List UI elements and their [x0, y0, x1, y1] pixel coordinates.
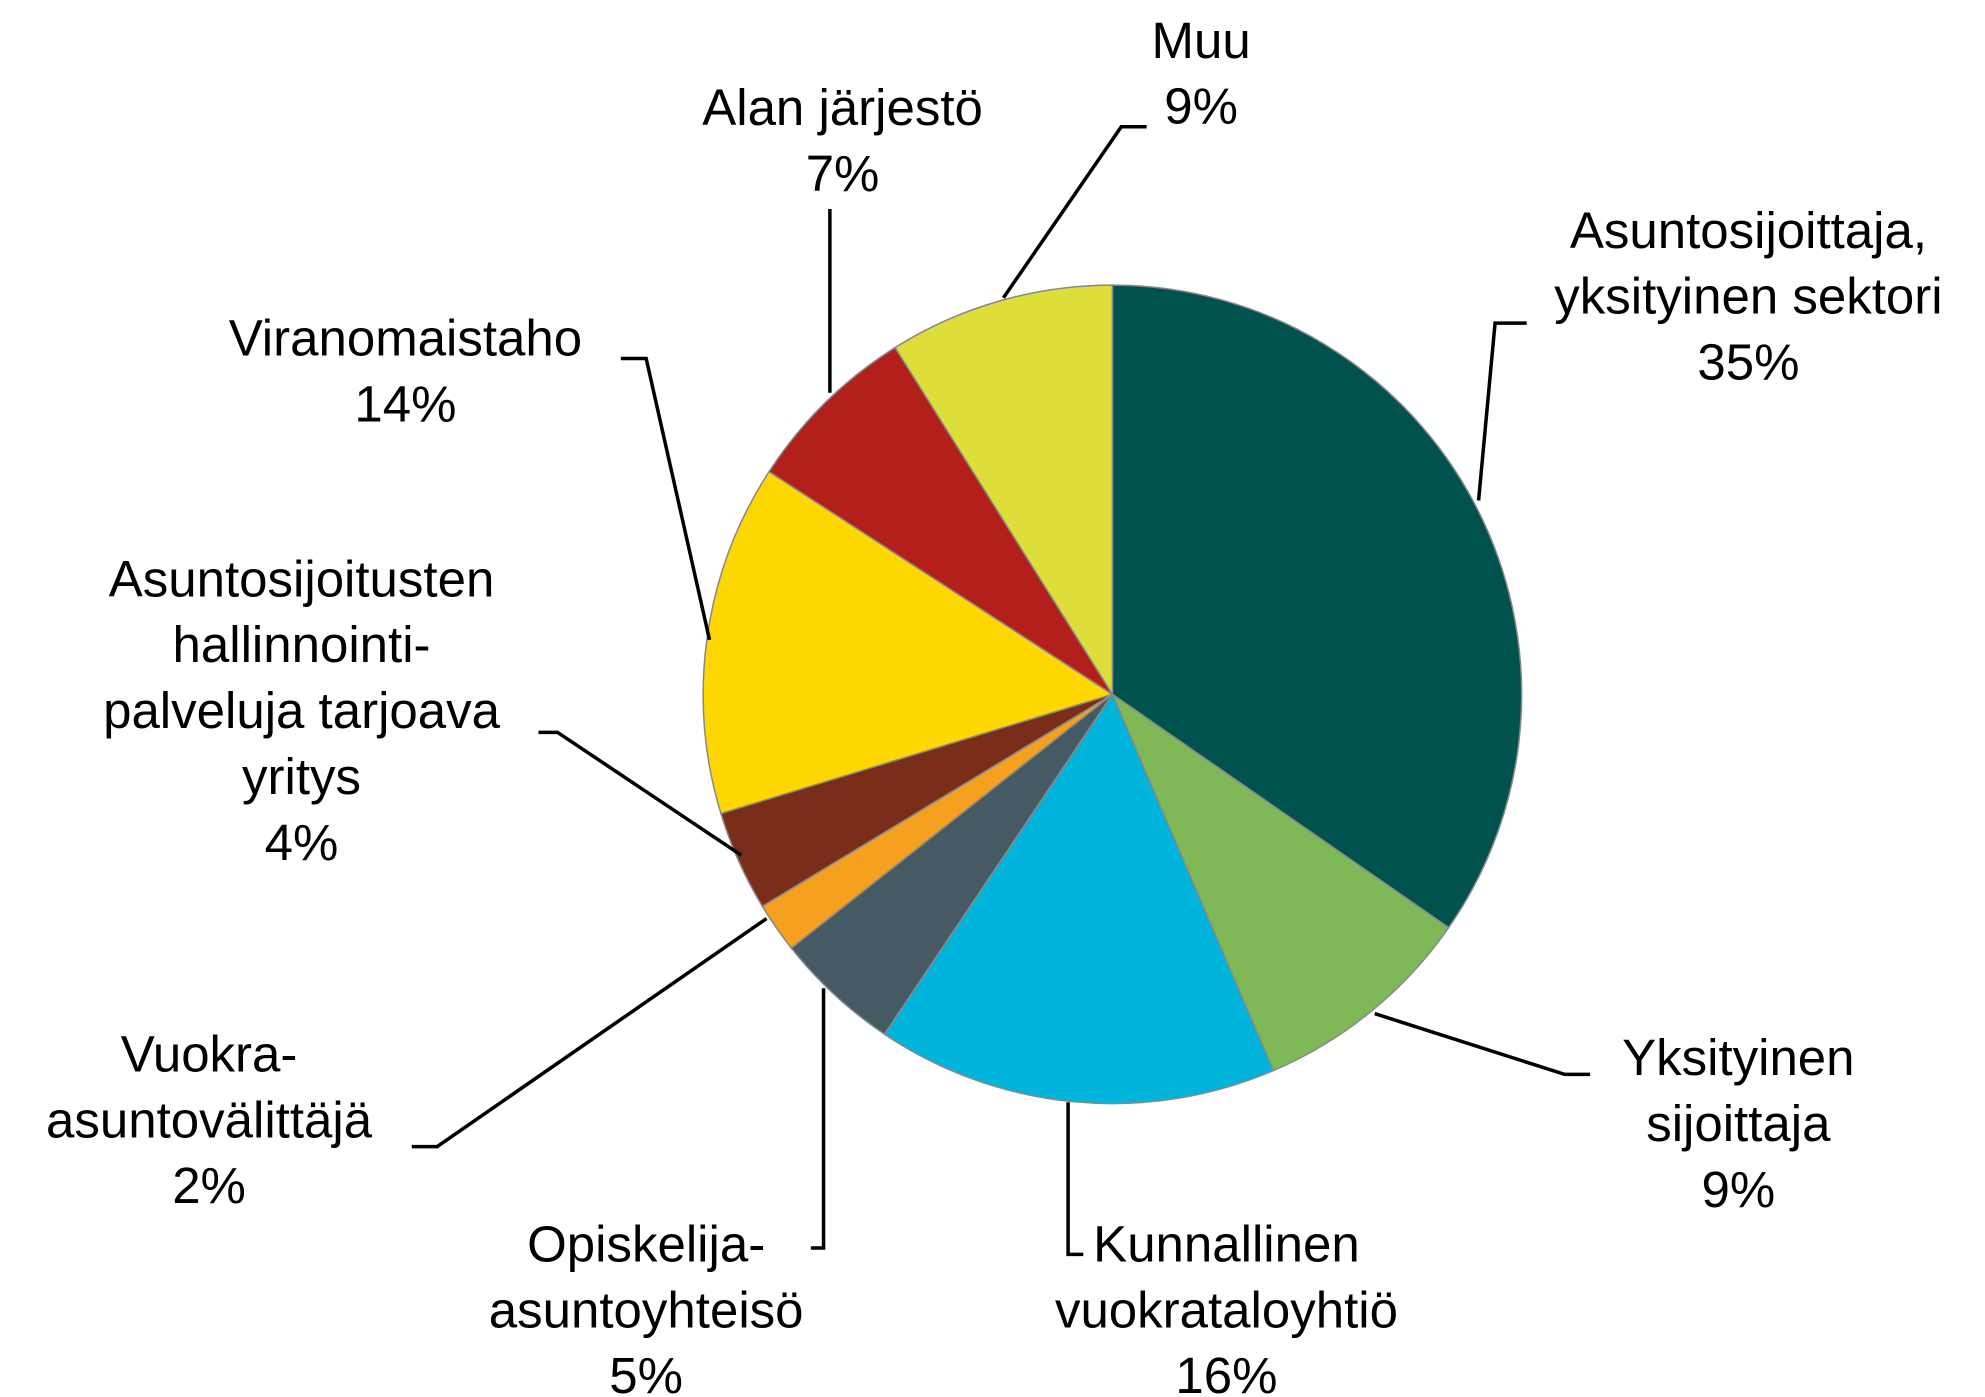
- pie-slice: [768, 346, 1114, 695]
- leader-line: [810, 988, 826, 1250]
- leader-line: [620, 356, 712, 641]
- slice-value-label: 9%: [1701, 1161, 1775, 1218]
- slice-label: Vuokra-: [121, 1025, 298, 1082]
- slice-label: Alan järjestö: [702, 79, 983, 136]
- slice-label: sijoittaja: [1646, 1095, 1831, 1152]
- slice-label: Viranomaistaho: [229, 310, 582, 367]
- slice-value-label: 5%: [609, 1347, 683, 1397]
- leader-line: [1002, 124, 1147, 299]
- pie-slice: [1111, 284, 1523, 929]
- slice-label: hallinnointi-: [173, 616, 431, 673]
- pie-slice: [883, 692, 1275, 1105]
- leader-line: [1476, 321, 1527, 501]
- slice-value-label: 16%: [1175, 1347, 1277, 1397]
- slice-label: asuntoyhteisö: [489, 1281, 804, 1338]
- slice-label: Opiskelija-: [527, 1215, 765, 1272]
- slice-label: Muu: [1152, 12, 1251, 69]
- slice-label: asuntovälittäjä: [46, 1091, 373, 1148]
- leader-line: [538, 730, 743, 857]
- slice-label: Asuntosijoitusten: [109, 550, 495, 607]
- slice-value-label: 2%: [172, 1157, 246, 1214]
- slice-value-label: 35%: [1697, 334, 1799, 391]
- slice-value-label: 9%: [1164, 78, 1238, 135]
- slice-value-label: 14%: [354, 375, 456, 432]
- slice-label: Yksityinen: [1622, 1029, 1854, 1086]
- slice-value-label: 7%: [806, 145, 880, 202]
- slice-label: yritys: [242, 748, 361, 805]
- slice-value-label: 4%: [265, 814, 339, 871]
- slice-label: Asuntosijoittaja,: [1570, 202, 1927, 259]
- pie-slice: [1110, 692, 1450, 1072]
- slice-label: vuokrataloyhtiö: [1055, 1281, 1398, 1338]
- slice-label: Kunnallinen: [1093, 1215, 1360, 1272]
- leader-line: [1374, 1011, 1591, 1077]
- leader-line: [1066, 1102, 1084, 1257]
- slice-label: yksityinen sektori: [1554, 268, 1942, 325]
- leader-line: [411, 917, 768, 1149]
- slice-label: palveluja tarjoava: [103, 682, 501, 739]
- pie-slice: [894, 284, 1114, 697]
